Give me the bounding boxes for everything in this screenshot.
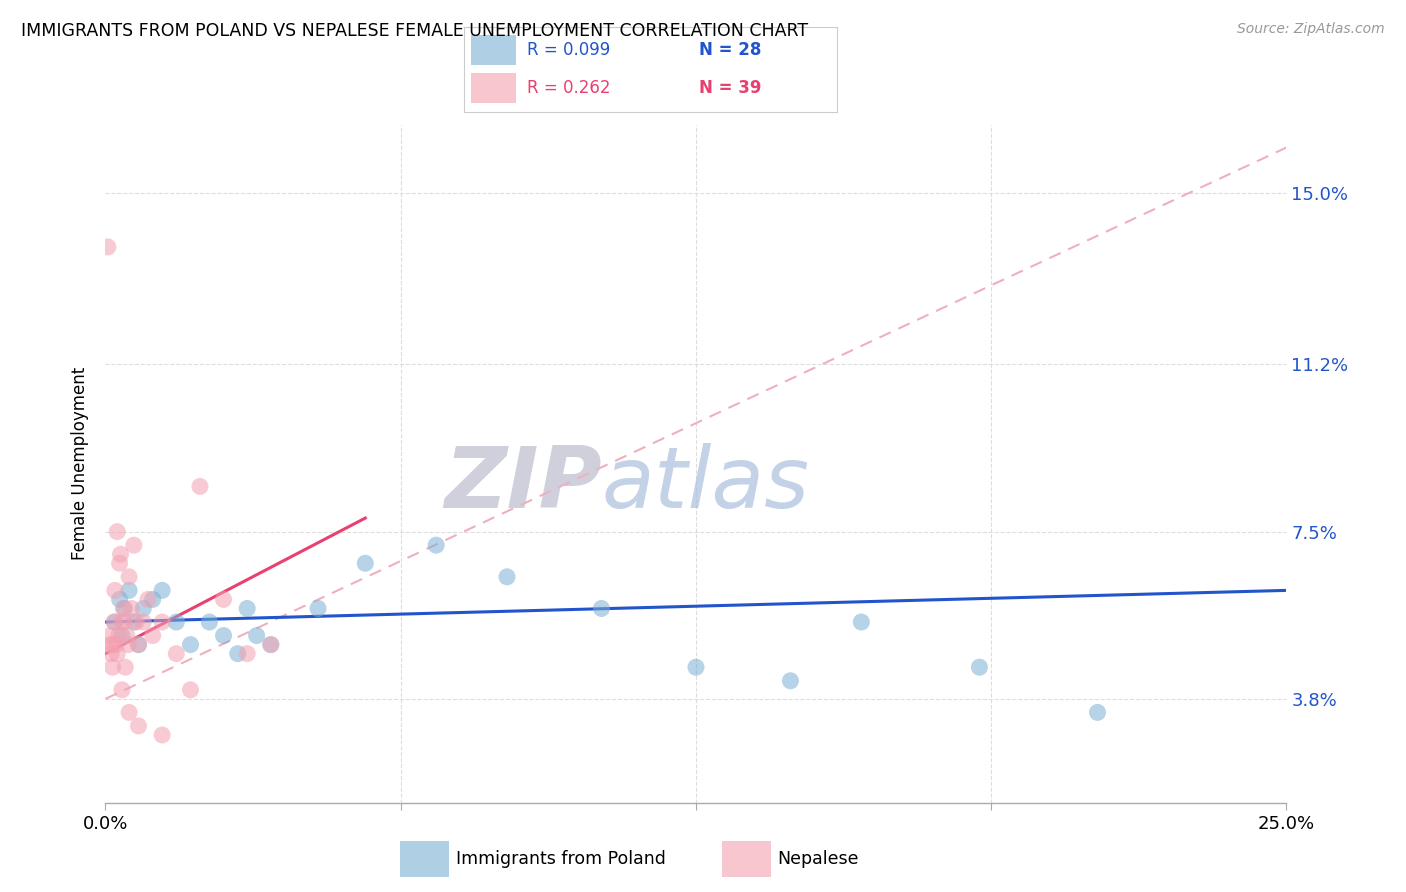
Point	[1087, 706, 1109, 720]
Text: atlas: atlas	[602, 442, 810, 525]
Text: IMMIGRANTS FROM POLAND VS NEPALESE FEMALE UNEMPLOYMENT CORRELATION CHART: IMMIGRANTS FROM POLAND VS NEPALESE FEMAL…	[21, 22, 808, 40]
Point	[108, 556, 131, 570]
Point	[150, 728, 173, 742]
Text: N = 39: N = 39	[699, 79, 761, 97]
Point	[591, 601, 613, 615]
Text: R = 0.262: R = 0.262	[527, 79, 610, 97]
Point	[132, 601, 155, 615]
Point	[969, 660, 991, 674]
Point	[260, 638, 283, 652]
Point	[101, 638, 124, 652]
Point	[112, 601, 135, 615]
Point	[246, 629, 269, 643]
Point	[212, 629, 235, 643]
Point	[110, 547, 132, 561]
Text: Immigrants from Poland: Immigrants from Poland	[456, 849, 665, 868]
Text: Nepalese: Nepalese	[778, 849, 859, 868]
Point	[496, 570, 519, 584]
Point	[104, 638, 127, 652]
Point	[118, 583, 141, 598]
Point	[122, 615, 145, 629]
Point	[136, 592, 159, 607]
FancyBboxPatch shape	[471, 73, 516, 103]
Point	[142, 629, 165, 643]
Point	[198, 615, 221, 629]
Y-axis label: Female Unemployment: Female Unemployment	[72, 368, 90, 560]
Point	[111, 682, 134, 697]
Point	[111, 615, 134, 629]
Point	[779, 673, 801, 688]
FancyBboxPatch shape	[399, 840, 450, 877]
Point	[150, 583, 173, 598]
Point	[122, 538, 145, 552]
Point	[425, 538, 447, 552]
Point	[128, 638, 150, 652]
FancyBboxPatch shape	[471, 35, 516, 65]
Point	[260, 638, 283, 652]
Point	[97, 240, 120, 254]
Point	[115, 629, 138, 643]
Point	[226, 647, 249, 661]
Point	[118, 570, 141, 584]
Point	[150, 615, 173, 629]
Text: N = 28: N = 28	[699, 41, 761, 59]
Point	[104, 615, 127, 629]
Point	[128, 638, 150, 652]
Point	[142, 592, 165, 607]
FancyBboxPatch shape	[721, 840, 770, 877]
Point	[100, 647, 122, 661]
Point	[307, 601, 329, 615]
Point	[165, 615, 187, 629]
Point	[179, 638, 201, 652]
Point	[111, 629, 134, 643]
Point	[354, 556, 377, 570]
Point	[108, 592, 131, 607]
Point	[125, 615, 148, 629]
Point	[117, 638, 139, 652]
Point	[128, 719, 150, 733]
Point	[236, 601, 259, 615]
Point	[118, 706, 141, 720]
Point	[188, 479, 211, 493]
Point	[114, 660, 136, 674]
Point	[120, 601, 142, 615]
Point	[107, 629, 129, 643]
Text: ZIP: ZIP	[444, 442, 602, 525]
Point	[104, 583, 127, 598]
Text: R = 0.099: R = 0.099	[527, 41, 610, 59]
Point	[165, 647, 187, 661]
Point	[103, 615, 125, 629]
Point	[851, 615, 873, 629]
Point	[101, 660, 124, 674]
Point	[132, 615, 155, 629]
Text: Source: ZipAtlas.com: Source: ZipAtlas.com	[1237, 22, 1385, 37]
Point	[112, 601, 135, 615]
Point	[105, 524, 128, 539]
Point	[236, 647, 259, 661]
Point	[98, 629, 121, 643]
Point	[179, 682, 201, 697]
Point	[105, 647, 128, 661]
Point	[685, 660, 707, 674]
Point	[98, 638, 121, 652]
Point	[212, 592, 235, 607]
Point	[112, 615, 135, 629]
